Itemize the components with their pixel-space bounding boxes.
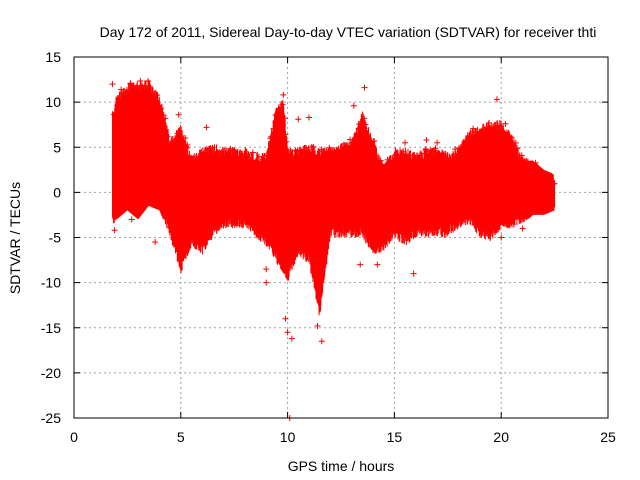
- data-point: [493, 96, 500, 103]
- data-point: [326, 144, 333, 151]
- data-point: [162, 115, 169, 122]
- data-point: [163, 126, 170, 133]
- y-tick-label: 15: [45, 49, 61, 65]
- data-point: [314, 322, 321, 329]
- data-point: [310, 143, 317, 150]
- chart-title: Day 172 of 2011, Sidereal Day-to-day VTE…: [100, 24, 597, 40]
- x-tick-label: 20: [493, 429, 509, 445]
- data-point: [374, 261, 381, 268]
- y-tick-label: 0: [53, 184, 61, 200]
- data-point: [402, 139, 409, 146]
- tick-layer: 0 5 10 15 20 25 15 10 5 0 -5 -10 -15 -20 -25: [41, 49, 616, 445]
- data-point: [282, 315, 289, 322]
- y-axis-label: SDTVAR / TECUs: [7, 182, 23, 294]
- data-point: [288, 335, 295, 342]
- data-point: [318, 338, 325, 345]
- data-point: [111, 227, 118, 234]
- data-point: [357, 261, 364, 268]
- y-tick-label: -25: [41, 410, 61, 426]
- data-layer: [109, 78, 558, 421]
- x-axis-label: GPS time / hours: [288, 458, 395, 474]
- data-point: [502, 120, 509, 127]
- data-point: [370, 243, 377, 250]
- data-point: [280, 91, 287, 98]
- data-point: [518, 152, 525, 159]
- data-point: [350, 102, 357, 109]
- data-point: [137, 78, 144, 85]
- data-point: [362, 121, 369, 128]
- data-point: [128, 216, 135, 223]
- data-point: [281, 115, 288, 122]
- data-point: [305, 114, 312, 121]
- y-tick-label: 5: [53, 139, 61, 155]
- data-point: [184, 141, 191, 148]
- data-point: [423, 137, 430, 144]
- data-point: [109, 81, 116, 88]
- data-point: [263, 266, 270, 273]
- data-point: [175, 111, 182, 118]
- x-tick-label: 5: [177, 429, 185, 445]
- y-tick-label: -15: [41, 320, 61, 336]
- y-tick-label: -5: [49, 230, 62, 246]
- x-tick-label: 10: [280, 429, 296, 445]
- data-point: [498, 234, 505, 241]
- data-point: [295, 116, 302, 123]
- x-tick-label: 15: [387, 429, 403, 445]
- y-tick-label: -20: [41, 365, 61, 381]
- data-point: [282, 131, 289, 138]
- data-point: [410, 270, 417, 277]
- data-point: [182, 135, 189, 142]
- x-tick-label: 0: [70, 429, 78, 445]
- data-point: [203, 124, 210, 131]
- y-tick-label: 10: [45, 94, 61, 110]
- x-tick-label: 25: [600, 429, 616, 445]
- data-point: [154, 92, 161, 99]
- data-point: [152, 239, 159, 246]
- y-tick-label: -10: [41, 275, 61, 291]
- data-core-band: [112, 160, 555, 220]
- data-point: [284, 329, 291, 336]
- data-point: [434, 139, 441, 146]
- data-point: [361, 84, 368, 91]
- data-point: [519, 225, 526, 232]
- data-point: [422, 146, 429, 153]
- data-point: [263, 279, 270, 286]
